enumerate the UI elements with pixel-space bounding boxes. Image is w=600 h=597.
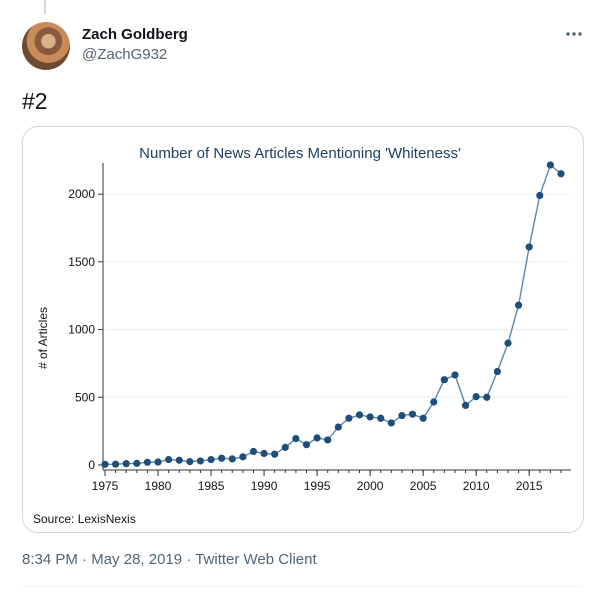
x-tick-label: 1980 [145, 479, 172, 493]
data-point [122, 460, 130, 468]
data-point [430, 398, 438, 406]
y-axis-label: # of Articles [36, 307, 50, 369]
data-point [101, 460, 109, 468]
data-point [355, 411, 364, 419]
tweet-date[interactable]: May 28, 2019 [91, 551, 183, 568]
data-point [228, 455, 236, 463]
tweet-timestamp: 8:34 PM · May 28, 2019 · Twitter Web Cli… [22, 551, 317, 568]
data-point [377, 414, 385, 422]
data-point [175, 456, 183, 464]
data-point [514, 301, 523, 309]
display-name[interactable]: Zach Goldberg [82, 26, 188, 43]
data-point [366, 413, 374, 421]
data-point [461, 401, 470, 409]
grid-lines [105, 193, 569, 398]
data-point [239, 453, 247, 461]
series-whiteness-articles [101, 161, 565, 468]
data-point [546, 161, 554, 169]
separator-dot: · [82, 551, 88, 568]
data-point [302, 441, 311, 449]
y-tick-label: 1500 [68, 255, 95, 269]
x-tick-label: 1990 [251, 479, 278, 493]
line-chart: Number of News Articles Mentioning 'Whit… [33, 145, 571, 526]
avatar[interactable] [22, 22, 70, 70]
data-point [345, 414, 353, 422]
data-point [196, 457, 205, 465]
data-point [398, 411, 406, 420]
thread-connector-line [44, 0, 46, 14]
data-point [334, 423, 342, 431]
media-image-card[interactable]: Number of News Articles Mentioning 'Whit… [22, 126, 584, 533]
tweet-client[interactable]: Twitter Web Client [195, 551, 317, 568]
series-line [104, 163, 562, 465]
data-point [112, 460, 120, 468]
x-tick-label: 2010 [463, 479, 490, 493]
data-point [451, 371, 459, 379]
data-point [292, 434, 300, 443]
data-point [557, 170, 565, 178]
y-tick-label: 2000 [68, 187, 95, 201]
y-tick-label: 500 [75, 390, 95, 404]
tweet-time[interactable]: 8:34 PM [22, 551, 78, 568]
separator-dot: · [186, 551, 192, 568]
data-point [324, 436, 332, 444]
data-point [218, 454, 226, 462]
chart-title: Number of News Articles Mentioning 'Whit… [139, 145, 461, 162]
data-point [493, 367, 501, 376]
x-tick-label: 2005 [410, 479, 437, 493]
user-handle[interactable]: @ZachG932 [82, 46, 168, 63]
y-tick-label: 0 [88, 458, 95, 472]
data-point [207, 455, 215, 464]
data-point [472, 392, 480, 401]
source-note: Source: LexisNexis [33, 512, 136, 526]
data-point [387, 419, 395, 427]
divider [22, 586, 582, 587]
data-point [143, 458, 152, 466]
data-point [249, 447, 258, 456]
data-point [504, 339, 512, 347]
data-point [483, 393, 491, 401]
x-tick-label: 2000 [357, 479, 384, 493]
y-tick-label: 1000 [68, 323, 95, 337]
x-tick-label: 1985 [198, 479, 225, 493]
x-tick-label: 1995 [304, 479, 331, 493]
data-point [186, 458, 194, 466]
data-point [419, 414, 427, 422]
data-point [133, 459, 141, 467]
x-tick-label: 2015 [516, 479, 543, 493]
data-point [165, 455, 173, 464]
data-point [271, 450, 279, 458]
data-point [281, 443, 289, 451]
axes: 0 500 1000 1500 2000 1975 1980 1985 1990 1995 2000… [68, 163, 571, 493]
ellipsis-icon[interactable] [562, 24, 586, 44]
data-point [408, 410, 417, 418]
data-point [154, 458, 162, 466]
data-point [536, 191, 544, 200]
data-point [313, 434, 321, 442]
tweet-text: #2 [22, 88, 48, 114]
data-point [260, 449, 268, 458]
x-tick-label: 1975 [92, 479, 119, 493]
data-point [525, 243, 533, 251]
data-point [440, 376, 448, 384]
